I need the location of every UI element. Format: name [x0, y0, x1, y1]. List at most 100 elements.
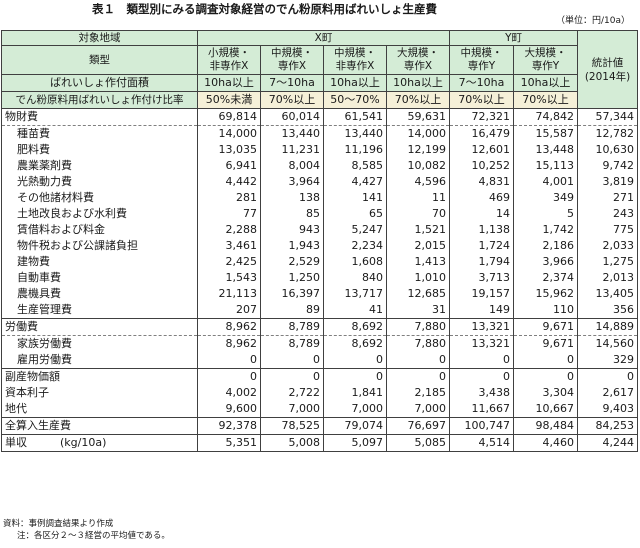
value-cell: 8,962: [197, 335, 261, 352]
table-row: 農機具費 21,113 16,397 13,717 12,685 19,157 15,962…: [1, 286, 639, 302]
value-cell: 1,543: [197, 270, 261, 286]
value-cell: 9,671: [513, 335, 579, 352]
value-cell: 14: [449, 206, 515, 222]
value-cell: 12,782: [577, 125, 639, 142]
region-label: 対象地域: [1, 30, 198, 46]
type-label: 類型: [1, 45, 198, 75]
value-cell: 100,747: [449, 417, 515, 435]
value-cell: 85: [260, 206, 324, 222]
value-cell: 8,692: [323, 335, 387, 352]
value-cell: 4,442: [197, 174, 261, 190]
value-cell: 1,724: [449, 238, 515, 254]
table-row: 雇用労働費 0 0 0 0 0 0 329: [1, 352, 639, 369]
value-cell: 4,460: [513, 434, 579, 452]
value-cell: 14,889: [577, 318, 639, 336]
value-cell: 3,438: [449, 385, 515, 401]
row-label: 物件税および公課諸負担: [1, 238, 198, 254]
column-ratio: 70%以上: [449, 91, 515, 109]
production-cost-table: 対象地域 X町 Y町 統計値 (2014年) 類型 小規模・ 非専作X 中規模・…: [1, 30, 639, 452]
value-cell: 207: [197, 302, 261, 319]
table-row: 賃借料および料金 2,288 943 5,247 1,521 1,138 1,742 775: [1, 222, 639, 238]
table-row: 単収 (kg/10a) 5,351 5,008 5,097 5,085 4,514 4,46…: [1, 434, 639, 452]
table-row: 全算入生産費 92,378 78,525 79,074 76,697 100,747 98,…: [1, 417, 639, 435]
table-row: 地代 9,600 7,000 7,000 7,000 11,667 10,667 9,403: [1, 401, 639, 418]
value-cell: 1,841: [323, 385, 387, 401]
column-type-1: 中規模・ 専作X: [260, 45, 324, 75]
value-cell: 1,275: [577, 254, 639, 270]
value-cell: 4,244: [577, 434, 639, 452]
row-label: 副産物価額: [1, 368, 198, 385]
value-cell: 10,667: [513, 401, 579, 418]
value-cell: 13,035: [197, 142, 261, 158]
value-cell: 7,000: [323, 401, 387, 418]
value-cell: 65: [323, 206, 387, 222]
value-cell: 89: [260, 302, 324, 319]
row-label: その他諸材料費: [1, 190, 198, 206]
value-cell: 149: [449, 302, 515, 319]
value-cell: 7,000: [385, 401, 451, 418]
ratio-label: でん粉原料用ばれいしょ作付け比率: [1, 91, 198, 109]
value-cell: 840: [323, 270, 387, 286]
value-cell: 69,814: [197, 108, 261, 126]
value-cell: 4,001: [513, 174, 579, 190]
table-row: 自動車費 1,543 1,250 840 1,010 3,713 2,374 2,013: [1, 270, 639, 286]
value-cell: 15,962: [513, 286, 579, 302]
table-row: 肥料費 13,035 11,231 11,196 12,199 12,601 13,448 1…: [1, 142, 639, 158]
value-cell: 1,943: [260, 238, 324, 254]
value-cell: 0: [385, 368, 451, 385]
value-cell: 7,000: [260, 401, 324, 418]
value-cell: 11,196: [323, 142, 387, 158]
value-cell: 356: [577, 302, 639, 319]
value-cell: 14,000: [197, 125, 261, 142]
value-cell: 11,667: [449, 401, 515, 418]
value-cell: 0: [323, 352, 387, 369]
value-cell: 98,484: [513, 417, 579, 435]
value-cell: 15,587: [513, 125, 579, 142]
column-type-label: 中規模・ 非専作X: [334, 47, 376, 72]
value-cell: 4,427: [323, 174, 387, 190]
value-cell: 2,234: [323, 238, 387, 254]
table-row: 物件税および公課諸負担 3,461 1,943 2,234 2,015 1,724 2,18…: [1, 238, 639, 254]
value-cell: 141: [323, 190, 387, 206]
value-cell: 41: [323, 302, 387, 319]
footnote: 注：各区分２～３経営の平均値である。: [17, 531, 170, 541]
row-label: 賃借料および料金: [1, 222, 198, 238]
value-cell: 14,560: [577, 335, 639, 352]
row-label: 地代: [1, 401, 198, 418]
value-cell: 13,440: [323, 125, 387, 142]
value-cell: 84,253: [577, 417, 639, 435]
value-cell: 10,630: [577, 142, 639, 158]
value-cell: 349: [513, 190, 579, 206]
row-label: 物財費: [1, 108, 198, 126]
column-ratio: 70%以上: [513, 91, 579, 109]
value-cell: 12,685: [385, 286, 451, 302]
row-label: 全算入生産費: [1, 417, 198, 435]
value-cell: 3,966: [513, 254, 579, 270]
value-cell: 1,010: [385, 270, 451, 286]
value-cell: 5,085: [385, 434, 451, 452]
source-note: 資料：事例調査結果より作成: [3, 519, 114, 529]
value-cell: 13,717: [323, 286, 387, 302]
value-cell: 281: [197, 190, 261, 206]
value-cell: 9,403: [577, 401, 639, 418]
table-row: その他諸材料費 281 138 141 11 469 349 271: [1, 190, 639, 206]
value-cell: 2,013: [577, 270, 639, 286]
column-type-3: 大規模・ 専作X: [385, 45, 451, 75]
column-area: 10ha以上: [513, 74, 579, 92]
value-cell: 4,831: [449, 174, 515, 190]
value-cell: 2,185: [385, 385, 451, 401]
value-cell: 1,608: [323, 254, 387, 270]
value-cell: 21,113: [197, 286, 261, 302]
header-row-type: 類型 小規模・ 非専作X 中規模・ 専作X 中規模・ 非専作X 大規模・ 専作X…: [1, 45, 638, 75]
table-row: 物財費 69,814 60,014 61,541 59,631 72,321 74,842 5…: [1, 108, 639, 126]
value-cell: 2,015: [385, 238, 451, 254]
table-body: 物財費 69,814 60,014 61,541 59,631 72,321 74,842 5…: [1, 108, 639, 452]
value-cell: 329: [577, 352, 639, 369]
value-cell: 76,697: [385, 417, 451, 435]
value-cell: 70: [385, 206, 451, 222]
town-y-label: Y町: [449, 30, 579, 46]
column-type-0: 小規模・ 非専作X: [197, 45, 261, 75]
value-cell: 5: [513, 206, 579, 222]
value-cell: 1,413: [385, 254, 451, 270]
value-cell: 2,186: [513, 238, 579, 254]
